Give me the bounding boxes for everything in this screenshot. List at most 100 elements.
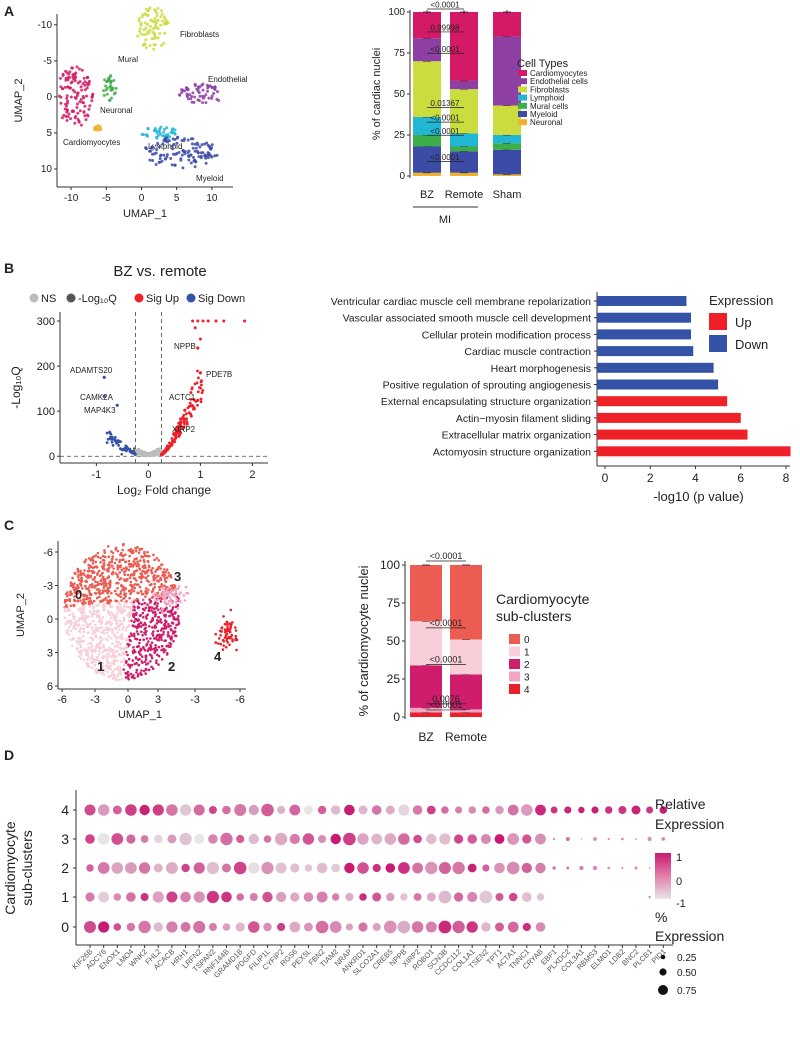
cell-point [111, 670, 115, 673]
cell-point [213, 88, 217, 91]
cell-point [179, 591, 182, 594]
expression-dot [166, 891, 178, 903]
cell-point [134, 656, 138, 659]
cell-point [92, 605, 96, 608]
cell-point [95, 604, 98, 608]
y-tick-label: 0 [49, 451, 55, 463]
cell-point [228, 622, 232, 625]
cell-point [59, 76, 62, 80]
cell-point [117, 594, 120, 597]
x-tick-label: 6 [737, 471, 744, 485]
cell-point [119, 671, 122, 674]
expression-dot [400, 893, 408, 901]
legend-label: -Log₁₀Q [78, 293, 117, 305]
cell-point [87, 642, 90, 646]
cell-point [158, 619, 162, 623]
cell-point [192, 156, 195, 159]
cell-point [156, 602, 159, 605]
expression-dot [193, 804, 205, 816]
cluster-label: Endothelial [208, 75, 248, 84]
cell-point [120, 568, 124, 572]
x-tick-label: 4 [692, 471, 699, 485]
cell-point [78, 629, 81, 632]
y-tick-label: 75 [394, 48, 406, 59]
cell-point [138, 30, 142, 33]
cell-point [92, 599, 96, 603]
expression-dot [330, 833, 341, 845]
cell-point [106, 586, 110, 590]
cell-point [144, 658, 148, 661]
cell-point [149, 637, 152, 640]
cell-point [122, 618, 126, 621]
cell-point [172, 616, 175, 619]
cell-point [91, 578, 95, 581]
cell-point [197, 155, 201, 159]
expression-dot [304, 922, 313, 932]
cell-point [90, 612, 94, 615]
cell-point [157, 645, 161, 649]
cell-point [153, 647, 156, 651]
cell-point [146, 554, 149, 558]
cell-point [80, 68, 84, 72]
cell-point [146, 574, 150, 578]
cell-point [71, 612, 74, 615]
cell-point [79, 569, 82, 573]
cell-point [191, 91, 195, 95]
cell-point [172, 631, 176, 634]
cell-point [165, 602, 168, 605]
cell-point [90, 615, 94, 618]
cell-point [87, 625, 90, 628]
cell-point [135, 625, 138, 629]
cell-point [79, 85, 83, 89]
cell-point [73, 599, 77, 603]
expression-dot [372, 892, 382, 902]
cell-point [97, 591, 100, 594]
expression-dot [222, 863, 231, 873]
gene-point-up [170, 437, 174, 440]
gene-point-up [185, 422, 189, 426]
cell-point [138, 27, 142, 31]
expression-dot [289, 804, 301, 816]
cell-point [109, 616, 113, 620]
cell-point [117, 581, 120, 585]
cell-point [185, 94, 189, 98]
expression-dot [359, 893, 367, 901]
cell-point [116, 549, 120, 553]
cell-point [76, 585, 80, 588]
gene-point [132, 447, 136, 450]
gene-point-down [131, 451, 135, 455]
y-tick-label: 6 [47, 681, 53, 693]
cell-point [144, 667, 148, 671]
cell-point [91, 562, 95, 565]
expression-dot [536, 893, 545, 901]
expression-dot [235, 922, 245, 932]
cell-point [84, 118, 88, 122]
cell-point [147, 588, 150, 591]
expression-dot [438, 920, 452, 934]
expression-dot [358, 922, 368, 932]
expression-dot [303, 892, 314, 902]
cell-point [144, 672, 147, 675]
cell-point [70, 592, 73, 596]
cell-point [96, 551, 100, 555]
cell-point [127, 674, 130, 677]
cell-point [90, 585, 94, 589]
cell-point [230, 633, 234, 637]
cell-point [132, 615, 136, 618]
expression-dot [579, 866, 584, 870]
cell-point [177, 585, 181, 588]
cell-point [138, 614, 142, 617]
cell-point [106, 638, 109, 642]
gene-point-up [193, 326, 197, 330]
cell-point [162, 22, 166, 26]
cell-point [193, 82, 197, 86]
cell-point [151, 152, 154, 156]
cell-point [186, 97, 190, 101]
cell-point [93, 609, 96, 613]
gene-point-up [196, 369, 199, 373]
cell-point [95, 566, 99, 569]
cluster-lymphoid [140, 125, 177, 141]
legend-swatch [518, 119, 527, 126]
cell-point [130, 675, 134, 679]
cell-point [160, 159, 164, 163]
